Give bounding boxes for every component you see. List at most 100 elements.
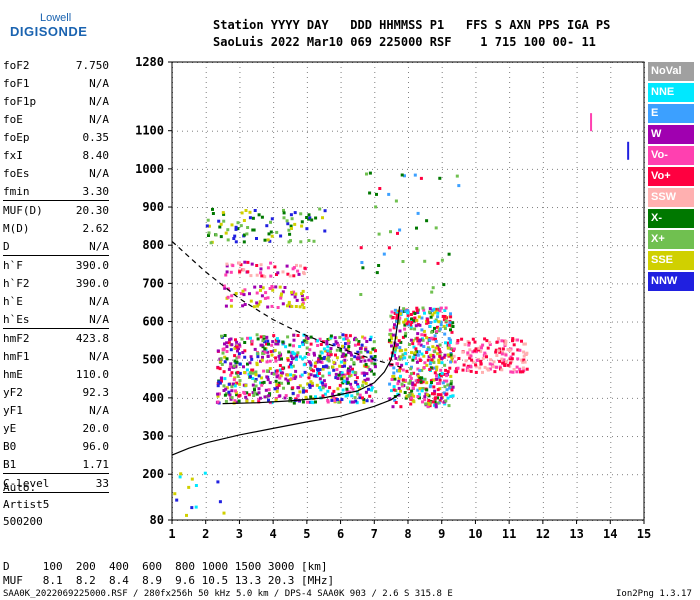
grid-dot [627, 245, 628, 247]
grid-dot [374, 77, 376, 78]
grid-dot [273, 337, 275, 338]
grid-dot [417, 321, 418, 323]
grid-dot [576, 477, 578, 478]
grid-dot [617, 359, 618, 361]
grid-dot [340, 417, 342, 418]
grid-dot [475, 107, 477, 108]
grid-dot [340, 237, 342, 238]
grid-dot [239, 507, 241, 508]
grid-dot [542, 462, 544, 463]
grid-dot [422, 283, 423, 285]
grid-dot [576, 267, 578, 268]
echo-point [449, 315, 453, 319]
echo-point [411, 342, 415, 346]
grid-dot [509, 322, 511, 323]
param-value: N/A [89, 312, 109, 326]
grid-dot [627, 130, 628, 132]
grid-dot [262, 321, 263, 323]
grid-dot [397, 436, 398, 438]
echo-point [396, 231, 399, 235]
echo-point [224, 304, 228, 308]
grid-dot [427, 474, 428, 476]
grid-dot [542, 402, 544, 403]
grid-dot [509, 72, 511, 73]
grid-dot [347, 130, 348, 132]
echo-point [303, 339, 307, 343]
echo-point [345, 377, 349, 381]
grid-dot [408, 437, 409, 438]
echo-point [190, 477, 194, 481]
grid-dot [462, 474, 463, 476]
grid-dot [327, 436, 328, 438]
grid-dot [542, 477, 544, 478]
echo-point [255, 363, 259, 367]
echo-point [418, 323, 422, 327]
echo-point [410, 321, 414, 324]
grid-dot [607, 130, 608, 132]
echo-point [326, 349, 330, 353]
grid-dot [477, 283, 478, 285]
echo-point [273, 265, 277, 269]
grid-dot [509, 77, 511, 78]
echo-point [265, 360, 269, 364]
param-name: foE [3, 112, 23, 126]
grid-dot [273, 122, 275, 123]
grid-dot [374, 497, 376, 498]
grid-dot [372, 168, 373, 170]
grid-dot [597, 130, 598, 132]
grid-dot [475, 317, 477, 318]
grid-dot [205, 147, 207, 148]
echo-point [230, 223, 234, 227]
echo-point [423, 259, 427, 263]
grid-dot [273, 407, 275, 408]
grid-dot [509, 277, 511, 278]
echo-point [277, 339, 281, 343]
echo-point [477, 348, 481, 352]
echo-point [242, 293, 246, 297]
grid-dot [507, 130, 508, 132]
grid-dot [437, 474, 438, 476]
grid-dot [312, 283, 313, 285]
echo-point [217, 392, 221, 396]
echo-point [351, 370, 355, 374]
echo-point [412, 355, 416, 359]
echo-point [421, 387, 425, 390]
grid-dot [362, 283, 363, 285]
grid-dot [441, 212, 443, 213]
grid-dot [340, 437, 342, 438]
grid-dot [342, 207, 343, 209]
grid-dot [509, 392, 511, 393]
echo-point [355, 338, 359, 342]
echo-point [354, 380, 358, 384]
echo-point [359, 359, 363, 363]
grid-dot [306, 312, 308, 313]
echo-point [289, 239, 292, 243]
grid-dot [382, 474, 383, 476]
grid-dot [475, 417, 477, 418]
grid-dot [239, 197, 241, 198]
grid-dot [252, 130, 253, 132]
grid-dot [576, 412, 578, 413]
grid-dot [542, 322, 544, 323]
echo-point [303, 355, 307, 359]
grid-dot [222, 245, 223, 247]
echo-point [332, 360, 336, 364]
echo-point [255, 273, 259, 277]
grid-dot [509, 267, 511, 268]
echo-point [410, 351, 413, 355]
echo-point [392, 366, 396, 370]
grid-dot [602, 359, 603, 361]
grid-dot [205, 487, 207, 488]
x-tick-label: 8 [404, 527, 411, 541]
echo-point [253, 388, 256, 392]
grid-dot [441, 262, 443, 263]
grid-dot [205, 252, 207, 253]
grid-dot [239, 117, 241, 118]
grid-dot [374, 457, 376, 458]
grid-dot [567, 168, 568, 170]
grid-dot [239, 367, 241, 368]
grid-dot [542, 132, 544, 133]
param-row: yF2 92.3 [3, 383, 109, 401]
grid-dot [610, 322, 612, 323]
grid-dot [475, 302, 477, 303]
